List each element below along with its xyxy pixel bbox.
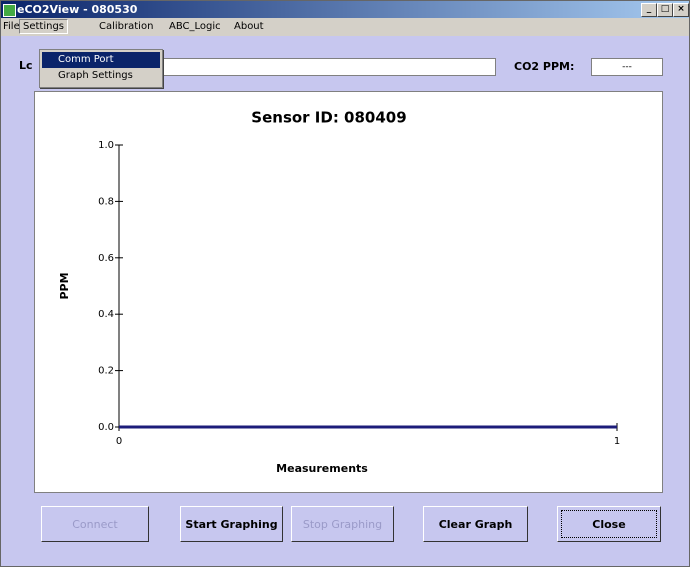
location-label: Lc [19, 59, 33, 72]
menu-item[interactable]: File [3, 21, 20, 32]
maximize-button[interactable]: □ [657, 3, 673, 17]
dropdown-item[interactable]: Graph Settings [58, 70, 133, 81]
x-axis-label: Measurements [276, 462, 368, 475]
x-tick-label: 1 [614, 436, 620, 447]
close-button[interactable]: Close [557, 506, 661, 542]
clear-button[interactable]: Clear Graph [423, 506, 528, 542]
co2-value: --- [591, 58, 663, 76]
window-title: eCO2View - 080530 [17, 3, 138, 16]
dropdown-menu: Comm Port Graph Settings [39, 49, 163, 88]
start-button[interactable]: Start Graphing [180, 506, 283, 542]
menu-item[interactable]: About [234, 21, 264, 32]
minimize-button[interactable]: _ [641, 3, 657, 17]
y-axis-label: PPM [58, 272, 71, 299]
dropdown-item[interactable]: Comm Port [42, 52, 160, 68]
y-tick-label: 0.8 [98, 196, 114, 207]
menu-bar: File Settings Calibration ABC_Logic Abou… [1, 18, 689, 36]
menu-item[interactable]: ABC_Logic [169, 21, 221, 32]
chart-title: Sensor ID: 080409 [251, 109, 406, 127]
connect-button[interactable]: Connect [41, 506, 149, 542]
x-tick-label: 0 [116, 436, 122, 447]
location-input[interactable] [161, 58, 496, 76]
title-bar: eCO2View - 080530 _ □ × [1, 1, 689, 18]
y-tick-label: 0.2 [98, 366, 114, 377]
app-icon [3, 4, 16, 17]
menu-item[interactable]: Calibration [99, 21, 154, 32]
y-tick-label: 0.6 [98, 253, 114, 264]
menu-item[interactable]: Settings [19, 19, 69, 34]
chart: Sensor ID: 080409 Measurements PPM 0.0 0.… [58, 109, 620, 476]
close-window-button[interactable]: × [673, 3, 689, 17]
stop-button[interactable]: Stop Graphing [291, 506, 394, 542]
y-tick-label: 0.4 [98, 309, 114, 320]
graph-panel: Sensor ID: 080409 Measurements PPM 0.0 0.… [34, 91, 663, 493]
y-tick-label: 1.0 [98, 140, 114, 151]
co2-label: CO2 PPM: [514, 60, 575, 73]
y-tick-label: 0.0 [98, 422, 114, 433]
